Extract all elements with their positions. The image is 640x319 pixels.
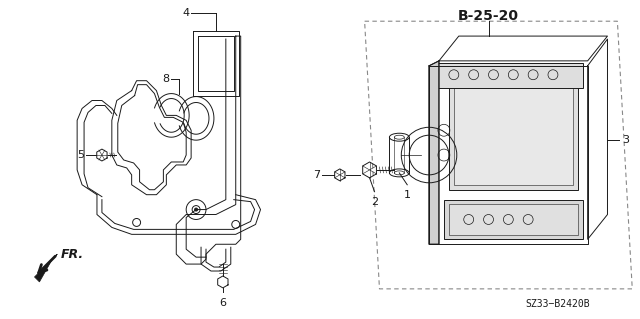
Bar [434,63,582,88]
Text: FR.: FR. [60,248,83,261]
Polygon shape [35,254,58,282]
Text: SZ33−B2420B: SZ33−B2420B [525,299,590,309]
Text: 4: 4 [182,8,189,18]
Text: 3: 3 [622,135,629,145]
Bar [449,81,578,190]
Circle shape [195,208,198,211]
Text: 2: 2 [371,197,378,207]
Bar [449,204,578,235]
Text: 1: 1 [404,190,411,200]
Text: 5: 5 [77,150,84,160]
Text: 6: 6 [220,298,227,308]
Bar [454,85,573,185]
Polygon shape [429,61,439,244]
Text: 8: 8 [162,74,170,84]
Bar [444,200,582,239]
Text: B-25-20: B-25-20 [458,9,519,23]
Text: 7: 7 [313,170,320,180]
